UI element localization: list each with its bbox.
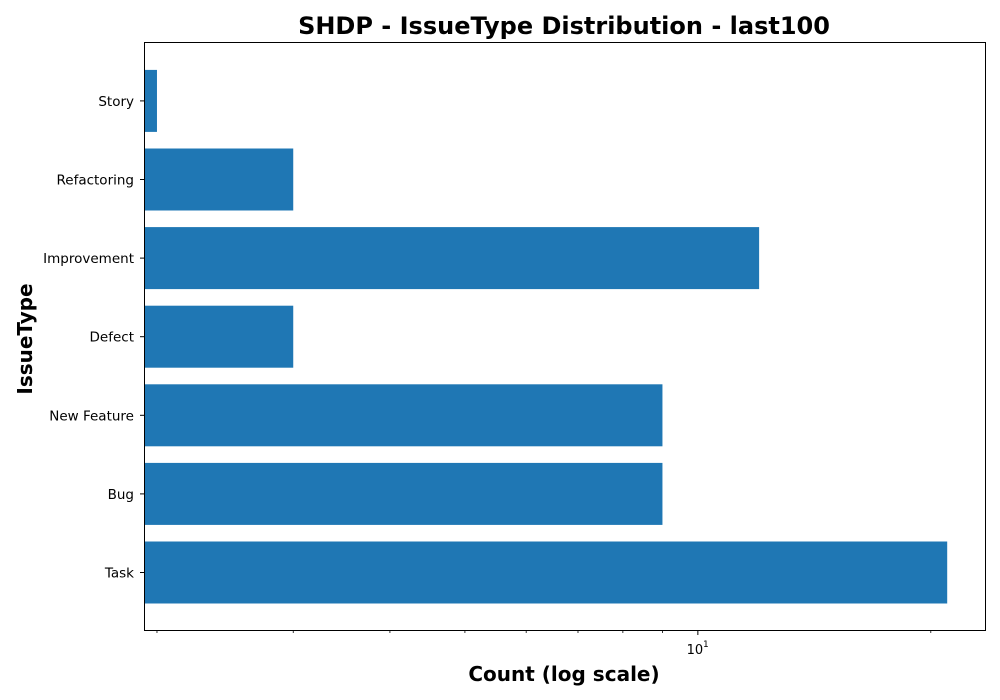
x-axis-ticks: 10 1 [156, 630, 932, 658]
y-tick-label: Story [98, 94, 134, 110]
bars-layer [145, 69, 948, 604]
bar-defect [145, 305, 294, 368]
y-axis-ticks: Task Bug New Feature Defect Improvement Refac… [43, 94, 145, 582]
x-tick-exponent: 1 [703, 640, 709, 650]
bar-refactoring [145, 148, 294, 211]
bar-new-feature [145, 384, 663, 447]
y-axis-label: IssueType [13, 283, 37, 394]
x-tick-label: 10 [687, 643, 704, 658]
x-axis-label: Count (log scale) [468, 662, 659, 686]
bar-bug [145, 462, 663, 525]
y-tick-label: Bug [108, 487, 134, 503]
bar-task [145, 541, 948, 604]
bar-improvement [145, 227, 760, 290]
y-tick-label: Task [104, 566, 134, 582]
y-tick-label: Defect [90, 330, 134, 346]
y-tick-label: Refactoring [56, 173, 134, 189]
y-tick-label: New Feature [49, 408, 134, 424]
y-tick-label: Improvement [43, 251, 134, 267]
plot-frame [144, 42, 986, 631]
chart-title: SHDP - IssueType Distribution - last100 [298, 12, 830, 40]
bar-story [145, 69, 157, 132]
